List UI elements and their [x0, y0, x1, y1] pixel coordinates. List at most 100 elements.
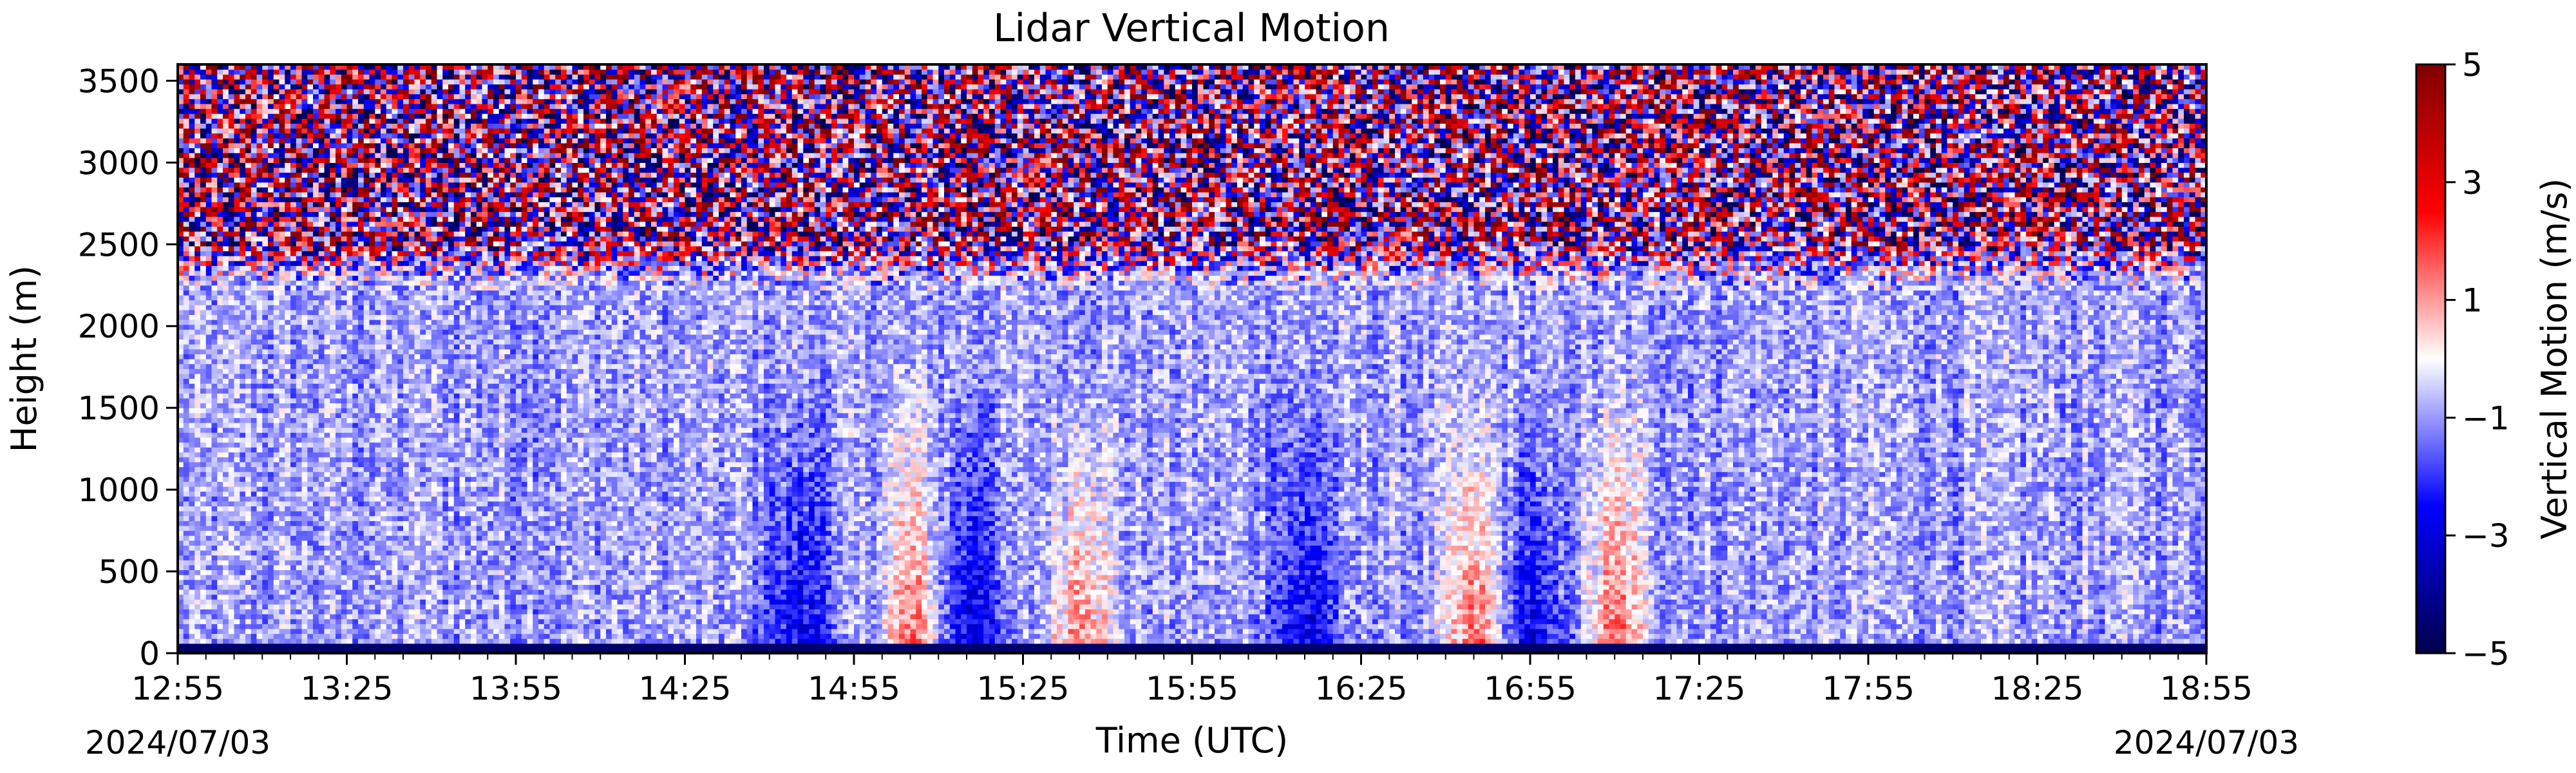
heatmap-cell [262, 506, 268, 511]
heatmap-cell [290, 452, 296, 457]
heatmap-cell [262, 634, 268, 639]
heatmap-cell [234, 143, 240, 148]
heatmap-cell [251, 79, 257, 84]
heatmap-cell [279, 619, 285, 624]
heatmap-cell [245, 491, 251, 497]
heatmap-cell [290, 70, 296, 75]
heatmap-cell [240, 638, 245, 644]
heatmap-cell [200, 207, 206, 212]
heatmap-cell [268, 290, 274, 295]
heatmap-cell [257, 271, 263, 276]
heatmap-cell [251, 481, 257, 486]
heatmap-cell [184, 113, 189, 119]
heatmap-cell [262, 79, 268, 84]
heatmap-cell [184, 403, 189, 408]
heatmap-cell [268, 417, 274, 423]
heatmap-cell [302, 364, 308, 369]
heatmap-cell [189, 423, 195, 428]
heatmap-cell [257, 280, 263, 285]
heatmap-cell [194, 349, 200, 354]
heatmap-cell [234, 374, 240, 379]
heatmap-cell [262, 241, 268, 246]
heatmap-cell [200, 531, 206, 536]
heatmap-cell [223, 619, 229, 624]
heatmap-cell [285, 113, 290, 119]
heatmap-cell [257, 79, 263, 84]
heatmap-cell [257, 423, 263, 428]
heatmap-cell [251, 644, 257, 649]
heatmap-cell [194, 339, 200, 345]
heatmap-cell [184, 138, 189, 143]
heatmap-cell [212, 148, 218, 153]
heatmap-cell [251, 314, 257, 320]
heatmap-cell [257, 359, 263, 364]
heatmap-cell [268, 496, 274, 501]
heatmap-cell [184, 560, 189, 565]
heatmap-cell [245, 535, 251, 540]
heatmap-cell [302, 442, 308, 447]
heatmap-cell [223, 364, 229, 369]
heatmap-cell [279, 94, 285, 99]
heatmap-cell [240, 276, 245, 281]
heatmap-cell [240, 432, 245, 437]
heatmap-cell [285, 94, 290, 99]
heatmap-cell [234, 84, 240, 89]
heatmap-cell [240, 644, 245, 649]
heatmap-cell [240, 119, 245, 124]
heatmap-cell [240, 280, 245, 285]
heatmap-cell [200, 177, 206, 182]
heatmap-cell [189, 383, 195, 388]
heatmap-cell [285, 325, 290, 330]
heatmap-cell [217, 128, 223, 133]
heatmap-cell [274, 378, 279, 383]
heatmap-cell [217, 231, 223, 236]
heatmap-cell [240, 604, 245, 609]
heatmap-cell [262, 167, 268, 173]
heatmap-cell [200, 89, 206, 94]
heatmap-cell [257, 624, 263, 629]
heatmap-cell [257, 531, 263, 536]
heatmap-cell [223, 374, 229, 379]
heatmap-cell [200, 378, 206, 383]
heatmap-cell [189, 119, 195, 124]
heatmap-cell [290, 162, 296, 167]
heatmap-cell [251, 550, 257, 555]
heatmap-cell [206, 320, 212, 325]
heatmap-cell [268, 442, 274, 447]
heatmap-cell [229, 550, 234, 555]
heatmap-cell [245, 403, 251, 408]
heatmap-cell [279, 629, 285, 634]
heatmap-cell [274, 104, 279, 109]
heatmap-cell [194, 368, 200, 374]
heatmap-cell [296, 99, 302, 104]
heatmap-cell [274, 79, 279, 84]
heatmap-cell [251, 251, 257, 256]
heatmap-cell [212, 89, 218, 94]
heatmap-cell [200, 339, 206, 345]
heatmap-cell [296, 565, 302, 570]
heatmap-cell [206, 565, 212, 570]
heatmap-cell [212, 560, 218, 565]
heatmap-cell [240, 398, 245, 403]
heatmap-cell [262, 368, 268, 374]
heatmap-cell [285, 310, 290, 315]
heatmap-cell [184, 329, 189, 334]
heatmap-cell [274, 629, 279, 634]
heatmap-cell [268, 246, 274, 251]
heatmap-cell [240, 457, 245, 462]
heatmap-cell [296, 629, 302, 634]
heatmap-cell [285, 261, 290, 266]
heatmap-cell [234, 368, 240, 374]
heatmap-cell [194, 511, 200, 516]
heatmap-cell [302, 388, 308, 394]
heatmap-cell [279, 555, 285, 560]
heatmap-cell [274, 212, 279, 217]
heatmap-cell [200, 113, 206, 119]
heatmap-cell [189, 153, 195, 158]
heatmap-cell [251, 329, 257, 334]
heatmap-cell [229, 634, 234, 639]
heatmap-cell [217, 329, 223, 334]
heatmap-cell [234, 447, 240, 452]
heatmap-cell [290, 241, 296, 246]
heatmap-cell [251, 119, 257, 124]
